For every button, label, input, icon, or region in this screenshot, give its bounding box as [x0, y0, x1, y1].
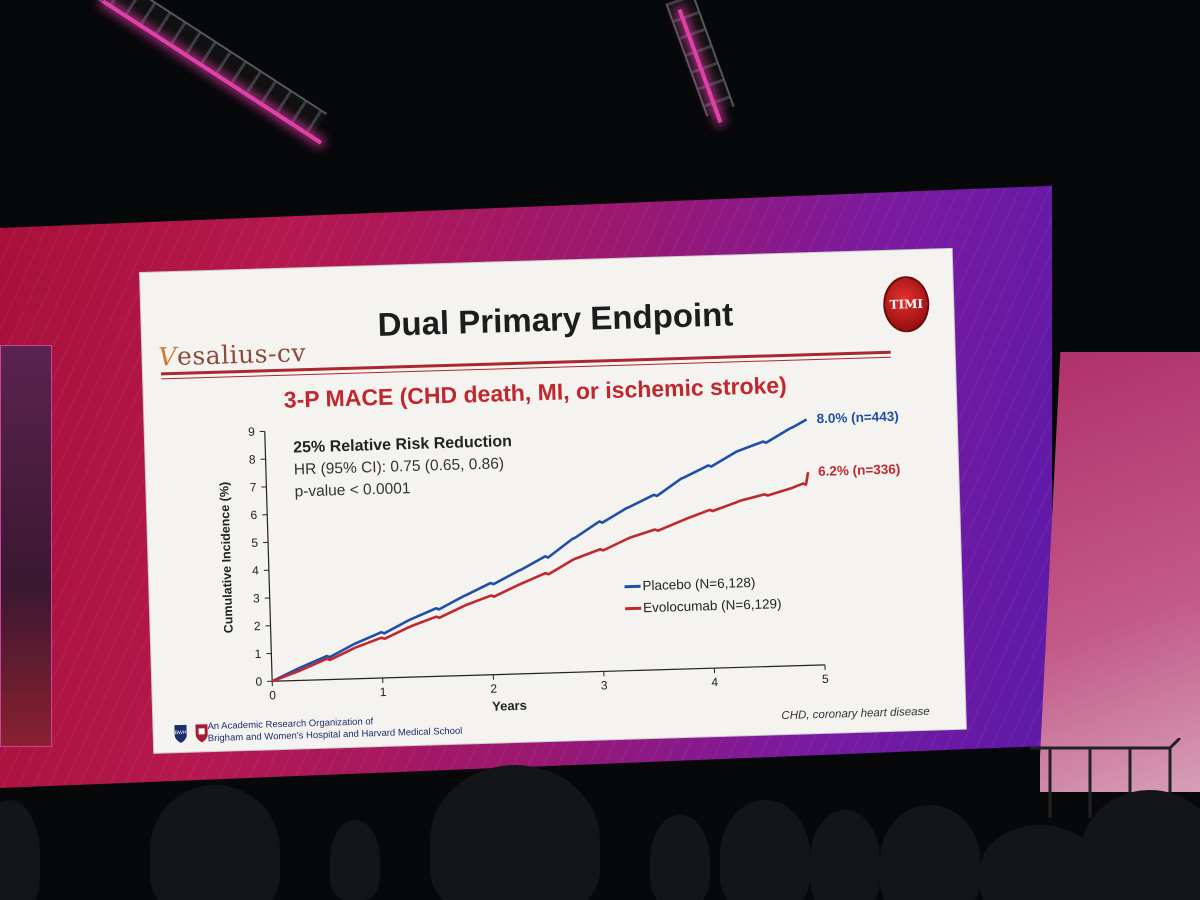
y-tick-label: 6: [250, 508, 257, 522]
bwh-shield-icon: BWH: [174, 724, 187, 743]
series-line-placebo: [271, 418, 808, 683]
y-tick-label: 7: [250, 480, 257, 494]
y-tick-label: 3: [253, 591, 260, 605]
y-tick-label: 2: [254, 619, 261, 633]
legend-label-evolocumab: Evolocumab (N=6,129): [643, 596, 782, 615]
timi-logo: TIMI: [882, 275, 931, 333]
annotation-hr: HR (95% CI): 0.75 (0.65, 0.86): [294, 455, 505, 478]
y-axis-line: [264, 431, 273, 682]
y-tick-label: 4: [252, 563, 259, 577]
ceiling-light-left: [101, 0, 323, 145]
x-tick-label: 2: [490, 682, 497, 696]
footer-logos: BWH: [173, 723, 212, 749]
footnote: CHD, coronary heart disease: [781, 705, 930, 723]
stage-wall-right: [1040, 352, 1200, 792]
vesalius-logo: Vesalius-cv: [158, 338, 307, 372]
series-line-evolocumab: [271, 471, 810, 683]
y-tick-label: 0: [255, 675, 262, 689]
svg-text:BWH: BWH: [175, 730, 187, 736]
x-tick-label: 3: [601, 678, 608, 692]
slide-title: Dual Primary Endpoint: [377, 295, 734, 343]
audience: [0, 765, 1200, 900]
presentation-slide: Vesalius-cv Dual Primary Endpoint TIMI 3…: [140, 248, 966, 753]
y-tick-label: 8: [249, 452, 256, 466]
kaplan-meier-chart: 0 1 2 3 4 5 6 7 8 9 0 1 2 3 4 5 Years Cumulative Incidenc…: [217, 409, 901, 714]
legend-label-placebo: Placebo (N=6,128): [642, 575, 755, 593]
end-label-placebo: 8.0% (n=443): [816, 409, 899, 426]
y-tick-label: 1: [254, 647, 261, 661]
annotation-title: 25% Relative Risk Reduction: [293, 433, 512, 456]
x-axis-line: [272, 664, 825, 682]
annotation-pvalue: p-value < 0.0001: [294, 480, 410, 500]
x-tick-label: 4: [711, 675, 718, 689]
side-screen-left: [0, 345, 52, 747]
harvard-shield-icon: [195, 724, 209, 743]
ceiling-truss-right: [665, 0, 735, 117]
x-tick-label: 0: [269, 688, 276, 702]
y-tick-label: 9: [248, 425, 255, 439]
stage-railing: [1030, 738, 1182, 818]
end-label-evolocumab: 6.2% (n=336): [818, 461, 901, 478]
x-axis-label: Years: [492, 698, 527, 714]
x-tick-label: 5: [822, 672, 829, 686]
y-tick-label: 5: [251, 536, 258, 550]
x-tick-label: 1: [380, 685, 387, 699]
y-axis-label: Cumulative Incidence (%): [217, 482, 235, 634]
